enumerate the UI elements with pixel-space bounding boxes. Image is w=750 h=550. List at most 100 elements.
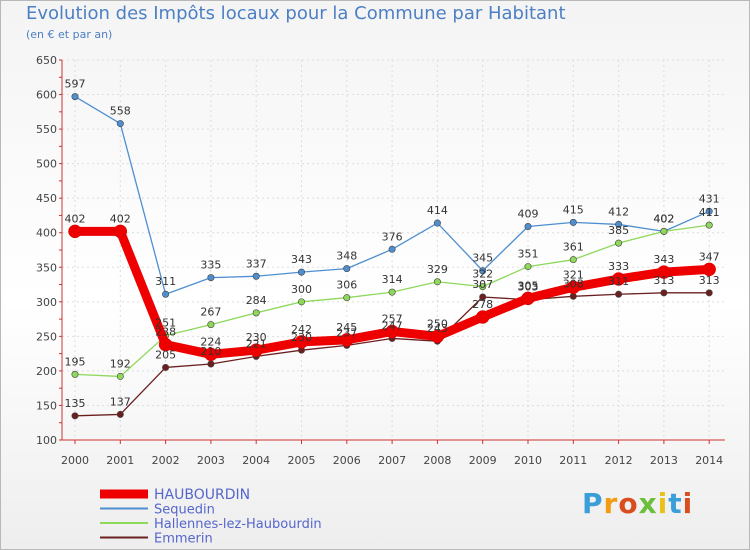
y-tick-label: 600 [36, 89, 57, 102]
y-tick-label: 250 [36, 330, 57, 343]
data-label: 321 [563, 268, 584, 281]
data-label: 237 [336, 326, 357, 339]
data-point [430, 329, 445, 344]
data-point [71, 370, 79, 378]
data-point [207, 321, 215, 329]
data-label: 313 [653, 274, 674, 287]
data-point [524, 263, 532, 271]
data-label: 300 [291, 283, 312, 296]
data-label: 311 [155, 275, 176, 288]
data-point [113, 224, 128, 239]
data-label: 329 [427, 263, 448, 276]
data-point [479, 293, 487, 301]
y-tick-label: 400 [36, 227, 57, 240]
data-label: 402 [653, 212, 674, 225]
data-point [204, 347, 218, 362]
data-label: 221 [246, 337, 267, 350]
data-point [566, 280, 581, 295]
data-label: 137 [110, 395, 131, 408]
data-label: 335 [200, 259, 221, 272]
data-label: 402 [65, 212, 86, 225]
data-label: 135 [65, 397, 86, 410]
data-label: 322 [472, 268, 493, 281]
y-tick-label: 150 [36, 399, 57, 412]
data-label: 230 [291, 331, 312, 344]
data-point [385, 324, 399, 339]
data-label: 337 [246, 257, 267, 270]
data-point [479, 283, 487, 291]
data-point [615, 220, 623, 228]
data-point [705, 289, 713, 297]
data-point [297, 268, 305, 276]
data-point [660, 289, 668, 297]
data-label: 409 [518, 208, 539, 221]
data-label: 414 [427, 204, 448, 217]
data-label: 402 [653, 212, 674, 225]
data-label: 343 [291, 253, 312, 266]
data-label: 361 [563, 241, 584, 254]
x-tick-label: 2001 [106, 454, 134, 467]
data-label: 307 [472, 278, 493, 291]
data-point [524, 223, 532, 231]
data-point [297, 298, 305, 306]
data-point [116, 410, 124, 418]
data-point [705, 207, 713, 215]
data-point [569, 218, 577, 226]
data-label: 558 [110, 105, 131, 118]
data-label: 597 [65, 78, 86, 91]
data-point [702, 262, 716, 277]
data-label: 385 [608, 224, 629, 237]
data-point [252, 272, 260, 280]
data-label: 343 [653, 253, 674, 266]
data-point [252, 309, 260, 317]
y-tick-label: 350 [36, 261, 57, 274]
data-label: 303 [518, 281, 539, 294]
data-label: 278 [472, 298, 493, 311]
y-tick-label: 100 [36, 434, 57, 447]
x-tick-label: 2006 [333, 454, 361, 467]
legend-label: HAUBOURDIN [154, 487, 250, 503]
data-point [615, 239, 623, 247]
data-label: 224 [200, 335, 221, 348]
data-point [116, 120, 124, 128]
data-label: 402 [110, 212, 131, 225]
data-point [479, 267, 487, 275]
data-point [294, 335, 309, 349]
data-label: 313 [699, 274, 720, 287]
y-tick-label: 200 [36, 365, 57, 378]
x-tick-label: 2003 [197, 454, 225, 467]
data-label: 311 [608, 275, 629, 288]
data-point [343, 265, 351, 273]
data-point [207, 274, 215, 282]
x-tick-label: 2007 [378, 454, 406, 467]
chart-title: Evolution des Impôts locaux pour la Comm… [26, 3, 566, 24]
data-label: 308 [563, 277, 584, 290]
data-point [657, 265, 671, 279]
x-tick-label: 2013 [650, 454, 678, 467]
data-point [660, 227, 668, 235]
x-tick-label: 2005 [288, 454, 316, 467]
x-tick-label: 2014 [695, 454, 723, 467]
x-tick-label: 2010 [514, 454, 542, 467]
data-label: 205 [155, 348, 176, 361]
chart-subtitle: (en € et par an) [26, 28, 113, 41]
legend-label: Sequedin [154, 503, 215, 518]
data-point [388, 245, 396, 253]
data-label: 345 [472, 252, 493, 265]
x-tick-label: 2008 [423, 454, 451, 467]
data-label: 415 [563, 203, 584, 216]
legend-label: Hallennes-lez-Haubourdin [154, 517, 322, 532]
data-point [68, 224, 82, 239]
data-label: 238 [155, 326, 176, 339]
data-label: 333 [608, 260, 629, 273]
y-tick-label: 300 [36, 296, 57, 309]
data-point [475, 310, 490, 324]
data-point [340, 333, 354, 347]
x-tick-label: 2012 [605, 454, 633, 467]
legend-label: Emmerin [154, 532, 213, 547]
data-point [388, 288, 396, 296]
y-tick-label: 450 [36, 192, 57, 205]
data-point [158, 337, 173, 352]
data-point [569, 256, 577, 264]
